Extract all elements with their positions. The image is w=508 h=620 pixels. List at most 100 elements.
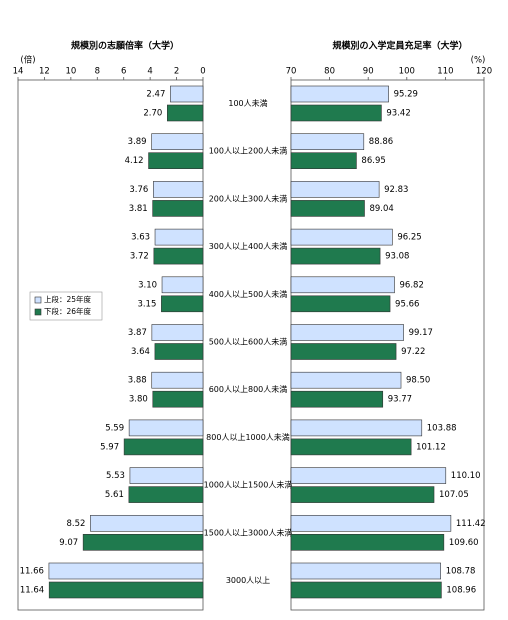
value-label: 96.82	[400, 280, 424, 290]
value-label: 11.64	[20, 586, 44, 596]
value-label: 107.05	[439, 490, 469, 500]
value-label: 3.72	[130, 252, 149, 262]
value-label: 5.61	[105, 490, 124, 500]
bar	[48, 581, 204, 599]
bar	[152, 200, 204, 217]
x-tick-label: 70	[286, 67, 297, 77]
bar	[290, 276, 395, 294]
value-label: 3.89	[128, 137, 147, 147]
x-tick-label: 14	[13, 67, 24, 77]
bar	[290, 228, 393, 246]
x-tick-label: 110	[437, 67, 453, 77]
bar	[128, 419, 204, 437]
value-label: 93.42	[386, 109, 410, 119]
bar	[128, 486, 204, 503]
category-label: 100人未満	[228, 98, 267, 108]
value-label: 3.80	[129, 395, 148, 405]
value-label: 111.42	[456, 519, 486, 529]
bar	[290, 295, 391, 313]
chart-title: 規模別の志願倍率（大学）	[71, 40, 179, 52]
value-label: 109.60	[449, 538, 479, 548]
bar	[290, 438, 412, 456]
value-label: 3.63	[131, 233, 150, 243]
bar	[82, 533, 204, 551]
value-label: 8.52	[66, 519, 85, 529]
category-label: 200人以上300人未満	[209, 193, 288, 203]
bar	[90, 514, 204, 532]
value-label: 97.22	[401, 347, 425, 357]
category-label: 800人以上1000人未満	[206, 432, 290, 442]
value-label: 93.08	[385, 252, 409, 262]
value-label: 9.07	[59, 538, 78, 548]
category-label: 400人以上500人未満	[209, 289, 288, 299]
bar	[148, 152, 204, 169]
bar	[170, 85, 204, 103]
value-label: 95.66	[395, 299, 419, 309]
bar	[290, 343, 397, 360]
bar	[129, 467, 204, 484]
bar	[290, 514, 452, 532]
bar	[153, 247, 204, 265]
bar	[290, 533, 445, 551]
value-label: 93.77	[388, 395, 412, 405]
value-label: 103.88	[427, 423, 457, 433]
bar	[290, 486, 435, 503]
bar	[154, 343, 204, 360]
value-label: 92.83	[384, 185, 408, 195]
bar	[290, 247, 381, 265]
value-label: 3.87	[128, 328, 147, 338]
bar	[290, 181, 380, 198]
value-label: 11.66	[20, 567, 44, 577]
legend-label: 下段：26年度	[44, 306, 92, 316]
category-label: 1500人以上3000人未満	[204, 527, 293, 537]
bar	[290, 562, 441, 580]
bar	[290, 104, 382, 122]
chart-title: 規模別の入学定員充足率（大学）	[332, 40, 467, 52]
category-label: 100人以上200人未満	[209, 146, 288, 156]
x-tick-label: 90	[363, 67, 374, 77]
bar	[290, 581, 442, 599]
bar	[151, 324, 204, 341]
value-label: 108.96	[446, 586, 476, 596]
bar	[154, 228, 204, 246]
value-label: 3.10	[138, 280, 157, 290]
value-label: 98.50	[406, 376, 430, 386]
value-label: 5.97	[100, 442, 119, 452]
bar	[167, 104, 204, 122]
x-tick-label: 100	[399, 67, 415, 77]
bar	[152, 390, 204, 408]
legend-box	[29, 291, 103, 321]
legend-label: 上段：25年度	[44, 294, 92, 304]
bar	[290, 467, 447, 484]
value-label: 88.86	[369, 137, 393, 147]
bar	[290, 390, 384, 408]
x-tick-label: 8	[95, 67, 100, 77]
value-label: 5.53	[106, 471, 125, 481]
category-label: 1000人以上1500人未満	[204, 480, 293, 490]
x-tick-label: 6	[121, 67, 126, 77]
category-label: 500人以上600人未満	[209, 337, 288, 347]
value-label: 4.12	[125, 156, 144, 166]
bar	[161, 295, 204, 313]
legend-swatch	[34, 296, 42, 304]
bar	[290, 85, 389, 103]
bar	[123, 438, 204, 456]
x-tick-label: 4	[147, 67, 152, 77]
axis-unit: (倍)	[20, 55, 35, 66]
value-label: 3.64	[131, 347, 150, 357]
value-label: 95.29	[394, 90, 418, 100]
bar	[151, 133, 204, 150]
value-label: 3.88	[128, 376, 147, 386]
value-label: 89.04	[369, 204, 393, 214]
value-label: 96.25	[397, 233, 421, 243]
x-tick-label: 10	[65, 67, 76, 77]
bar	[290, 324, 404, 341]
bar	[48, 562, 204, 580]
value-label: 2.47	[146, 90, 165, 100]
bar	[290, 419, 423, 437]
bar	[290, 371, 402, 389]
bar	[151, 371, 204, 389]
value-label: 110.10	[451, 471, 481, 481]
value-label: 2.70	[143, 109, 162, 119]
